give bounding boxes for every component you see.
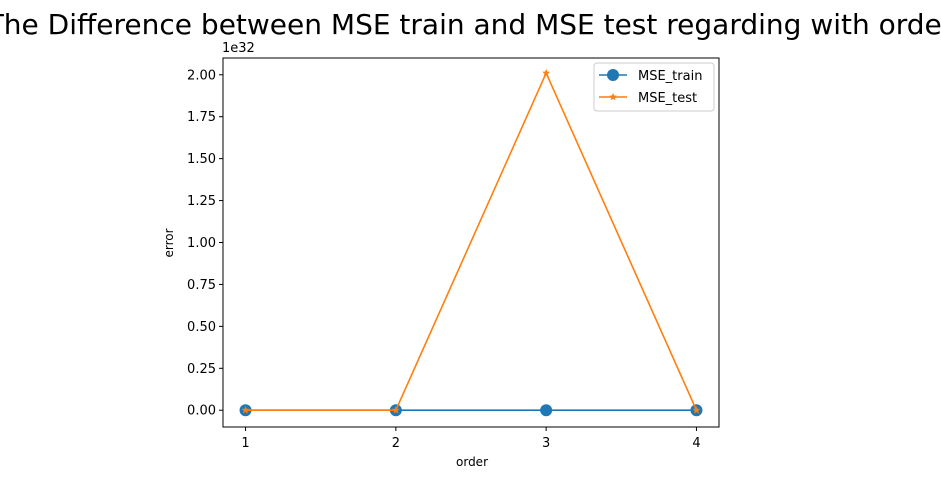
y-tick-label: 0.75 bbox=[187, 278, 216, 293]
data-point-mse-test bbox=[542, 68, 551, 77]
y-axis: 0.00 0.25 0.50 0.75 1.00 1.25 1.50 1.75 2.00 bbox=[187, 68, 223, 419]
chart-title: The Difference between MSE train and MSE… bbox=[0, 8, 941, 41]
legend-label-mse-test: MSE_test bbox=[638, 91, 697, 106]
y-tick-label: 0.00 bbox=[187, 404, 216, 419]
legend-label-mse-train: MSE_train bbox=[638, 69, 702, 84]
x-tick-label: 4 bbox=[692, 436, 700, 451]
y-tick-label: 1.00 bbox=[187, 236, 216, 251]
data-point-mse-test bbox=[692, 406, 701, 414]
y-axis-label: error bbox=[162, 228, 176, 257]
data-point-mse-test bbox=[241, 406, 250, 414]
y-tick-label: 0.50 bbox=[187, 320, 216, 335]
series-line-mse-test bbox=[245, 72, 698, 412]
y-tick-label: 1.50 bbox=[187, 152, 216, 167]
y-tick-label: 1.25 bbox=[187, 194, 216, 209]
data-point-mse-train bbox=[540, 404, 553, 417]
legend-marker-mse-train bbox=[607, 69, 619, 81]
series-layer bbox=[239, 68, 703, 417]
y-tick-label: 2.00 bbox=[187, 68, 216, 83]
x-tick-label: 3 bbox=[542, 436, 550, 451]
legend: MSE_train MSE_test bbox=[593, 62, 715, 112]
x-tick-label: 1 bbox=[241, 436, 249, 451]
x-axis-label: order bbox=[456, 455, 488, 469]
y-offset-label: 1e32 bbox=[222, 41, 255, 56]
x-tick-label: 2 bbox=[392, 436, 400, 451]
y-tick-label: 0.25 bbox=[187, 362, 216, 377]
data-point-mse-test bbox=[391, 406, 400, 414]
x-axis: 1 2 3 4 bbox=[241, 427, 701, 451]
legend-marker-mse-test bbox=[609, 92, 617, 101]
y-tick-label: 1.75 bbox=[187, 110, 216, 125]
